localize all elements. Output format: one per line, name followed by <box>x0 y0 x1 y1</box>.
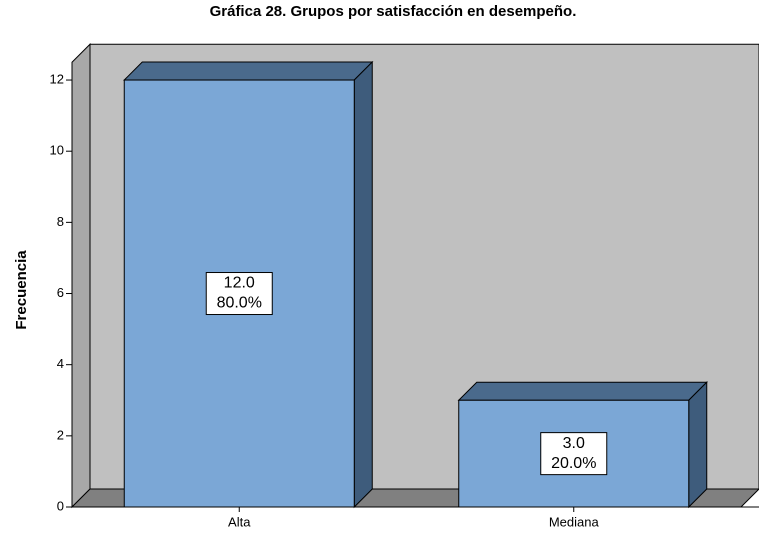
y-tick-label: 12 <box>50 71 64 86</box>
value-label: 12.0 <box>224 275 255 292</box>
y-tick-label: 6 <box>57 285 64 300</box>
y-tick-label: 2 <box>57 427 64 442</box>
value-label: 3.0 <box>563 435 585 452</box>
x-tick-label: Alta <box>228 514 251 529</box>
bar-side <box>688 381 708 509</box>
y-tick-label: 10 <box>50 143 64 158</box>
bar-top <box>123 61 374 81</box>
y-tick-label: 0 <box>57 498 64 513</box>
y-tick-label: 8 <box>57 214 64 229</box>
bar-side <box>353 60 373 509</box>
percent-label: 80.0% <box>217 295 262 312</box>
chart-title: Gráfica 28. Grupos por satisfacción en d… <box>210 3 577 20</box>
side-wall <box>71 43 91 509</box>
x-tick-label: Mediana <box>549 514 600 529</box>
label-box <box>540 432 608 476</box>
y-axis-label: Frecuencia <box>13 250 30 330</box>
y-tick-label: 4 <box>57 356 64 371</box>
label-box <box>205 272 273 316</box>
bar-top <box>457 381 708 401</box>
percent-label: 20.0% <box>551 455 596 472</box>
